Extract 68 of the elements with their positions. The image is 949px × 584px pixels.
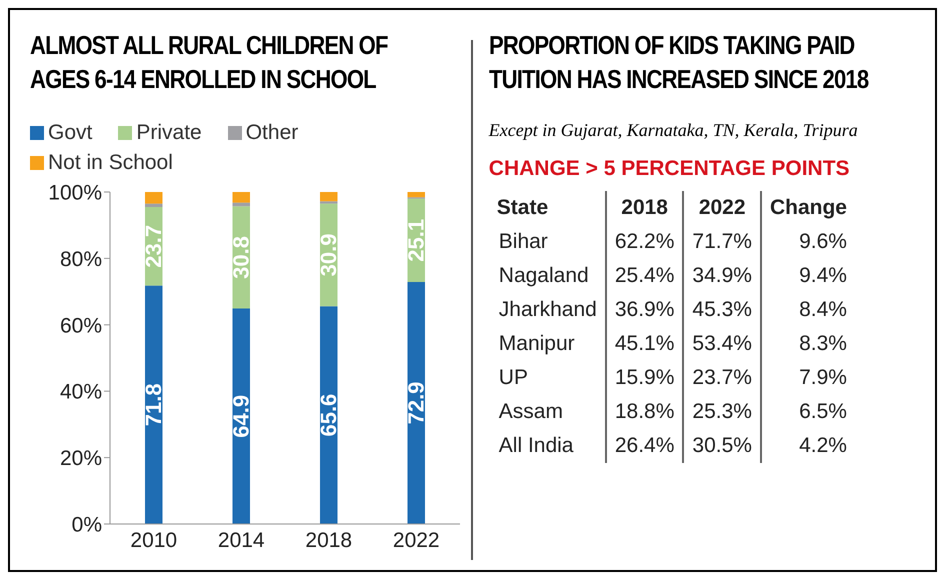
data-label: 45.3% — [683, 293, 761, 327]
data-label: 36.9% — [606, 293, 684, 327]
text: State — [496, 195, 550, 221]
data-label: 45.1% — [606, 327, 684, 361]
data-label: 8.4% — [760, 293, 855, 327]
data-label: 64.9 — [228, 394, 254, 438]
bar — [145, 204, 162, 207]
chart-title: ALMOST ALL RURAL CHILDREN OF AGES 6-14 ENROLLED IN SCHOOL — [30, 29, 389, 96]
y-tick-label: 40% — [60, 380, 102, 404]
data-label: 4.2% — [760, 429, 855, 463]
data-label: 65.6 — [316, 394, 342, 437]
bar — [320, 192, 338, 202]
data-label: 8.3% — [760, 327, 855, 361]
data-label: 18.8% — [606, 395, 684, 429]
data-label: 25.1 — [404, 218, 429, 262]
bar — [408, 192, 425, 198]
category-label: Jharkhand — [498, 297, 598, 323]
bar — [232, 202, 250, 206]
category-label: All India — [498, 433, 574, 459]
data-label: 30.9 — [316, 234, 342, 276]
data-label: 30.8 — [228, 236, 254, 279]
bar — [145, 286, 162, 524]
data-label: 25.4% — [606, 259, 684, 293]
text: Change — [760, 191, 855, 225]
y-tick-label: 80% — [60, 248, 102, 271]
x-tick-label: 2018 — [305, 528, 352, 552]
data-label: 26.4% — [606, 429, 684, 463]
text: 2018 — [606, 191, 684, 225]
data-label: 71.8 — [141, 383, 166, 426]
bar — [145, 192, 162, 204]
data-label: 30.5% — [683, 429, 761, 463]
data-label: 6.5% — [760, 395, 855, 429]
category-label: Nagaland — [498, 263, 590, 289]
data-label: 34.9% — [683, 259, 761, 293]
data-label: 15.9% — [606, 361, 684, 395]
y-tick-label: 0% — [72, 513, 102, 536]
data-label: 7.9% — [760, 361, 855, 395]
bar — [232, 192, 250, 203]
data-label: 71.7% — [683, 225, 761, 259]
data-label: 53.4% — [683, 327, 761, 361]
category-label: UP — [498, 365, 529, 391]
bar — [408, 282, 425, 524]
text: PROPORTION OF KIDS TAKING PAID TUITION HAS INCREASED SINCE 2018 — [488, 29, 868, 96]
text: CHANGE > 5 PERCENTAGE POINTS — [488, 157, 851, 181]
y-tick-label: 100% — [48, 181, 102, 204]
legend-label: Govt — [48, 121, 92, 144]
data-label: 9.4% — [760, 259, 855, 293]
data-label: 23.7% — [683, 361, 761, 395]
legend-label: Other — [246, 121, 298, 144]
bar — [232, 308, 250, 524]
legend-label: Private — [136, 121, 202, 144]
y-tick-label: 20% — [60, 447, 102, 470]
category-label: Manipur — [498, 331, 576, 357]
data-label: 9.6% — [760, 225, 855, 259]
data-label: 23.7 — [141, 224, 166, 268]
bar — [320, 306, 338, 524]
data-label: 62.2% — [606, 225, 684, 259]
x-tick-label: 2014 — [218, 528, 265, 552]
data-label: 72.9 — [404, 382, 429, 424]
text: 2022 — [683, 191, 761, 225]
data-label: 25.3% — [683, 395, 761, 429]
text: Except in Gujarat, Karnataka, TN, Kerala, Tripura — [488, 120, 859, 141]
category-label: Bihar — [498, 229, 549, 255]
x-tick-label: 2022 — [392, 528, 440, 552]
category-label: Assam — [498, 399, 564, 425]
legend-label: Not in School — [48, 151, 173, 174]
y-tick-label: 60% — [60, 314, 102, 338]
x-tick-label: 2010 — [130, 528, 178, 552]
